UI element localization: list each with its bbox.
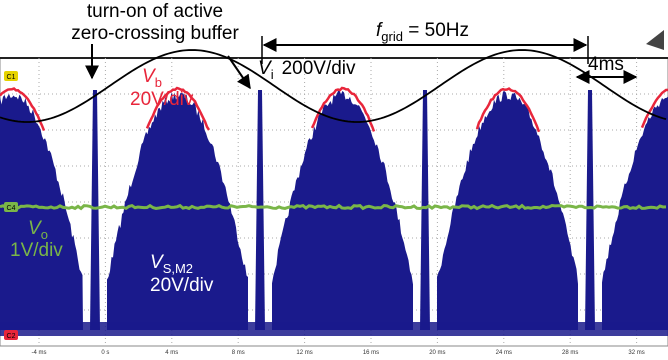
x-tick-label: 0 s xyxy=(101,350,109,356)
x-tick-label: 28 ms xyxy=(562,350,578,356)
page: turn-on of active zero-crossing buffer f… xyxy=(0,0,668,360)
period-label: 4ms xyxy=(588,54,624,75)
f-grid-label: fgrid = 50Hz xyxy=(376,20,469,44)
subscript: S,M2 xyxy=(163,261,193,276)
buffer-note-1: turn-on of active xyxy=(87,1,223,22)
channel-label: C2 xyxy=(7,333,16,340)
channel-label: C1 xyxy=(7,74,16,81)
subscript: b xyxy=(155,75,162,90)
x-tick-label: 20 ms xyxy=(429,350,445,356)
channel-label: C4 xyxy=(7,205,16,212)
scale: 200V/div xyxy=(282,58,356,79)
x-tick-label: 24 ms xyxy=(496,350,512,356)
trigger-marker xyxy=(646,30,664,50)
x-tick-label: 8 ms xyxy=(232,350,245,356)
vb-scale: 20V/div xyxy=(130,89,194,110)
scope-figure: turn-on of active zero-crossing buffer f… xyxy=(0,0,668,360)
x-tick-label: 4 ms xyxy=(165,350,178,356)
vsm2-baseline xyxy=(0,322,668,336)
subscript: i xyxy=(271,67,274,82)
buffer-note-2: zero-crossing buffer xyxy=(71,23,239,44)
x-axis: -4 ms 0 s 4 ms 8 ms 12 ms 16 ms 20 ms 24 ms 28 m… xyxy=(32,350,645,356)
x-tick-label: 16 ms xyxy=(363,350,379,356)
vsm2-scale: 20V/div xyxy=(150,275,214,296)
x-tick-label: 32 ms xyxy=(628,350,644,356)
subscript: grid xyxy=(381,29,403,44)
vo-scale: 1V/div xyxy=(10,240,63,261)
x-tick-label: 12 ms xyxy=(296,350,312,356)
value: = 50Hz xyxy=(403,20,469,41)
x-tick-label: -4 ms xyxy=(32,350,47,356)
